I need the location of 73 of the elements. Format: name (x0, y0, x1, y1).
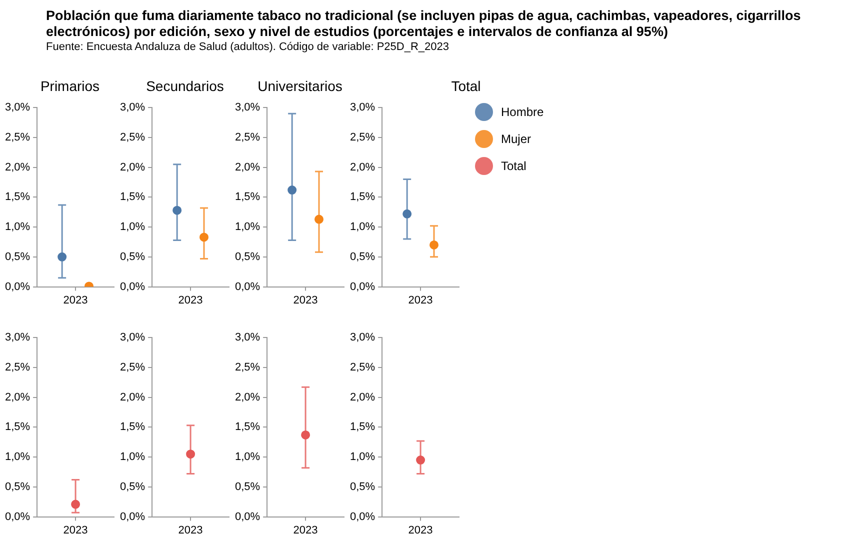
y-tick-label: 0,5% (350, 480, 376, 493)
y-tick-label: 1,0% (350, 221, 376, 234)
y-tick-label: 0,0% (234, 280, 260, 293)
y-tick-label: 1,5% (4, 421, 30, 434)
y-tick-label: 1,5% (234, 191, 260, 204)
y-tick-label: 1,0% (120, 451, 146, 464)
y-tick-label: 3,0% (4, 102, 30, 114)
legend-label: Hombre (501, 104, 544, 118)
y-tick-label: 2,0% (120, 391, 146, 404)
x-tick-label: 2023 (178, 524, 203, 536)
y-tick-label: 3,0% (120, 102, 146, 114)
x-tick-label: 2023 (63, 524, 88, 536)
y-tick-label: 3,0% (234, 102, 260, 114)
chart-title: Secundarios (145, 78, 225, 96)
y-tick-label: 2,5% (234, 132, 260, 144)
y-tick-label: 1,5% (120, 421, 146, 434)
chart-title: Universitarios (256, 78, 344, 96)
y-tick-label: 2,0% (4, 161, 30, 174)
y-tick-label: 1,0% (4, 451, 30, 464)
y-tick-label: 3,0% (234, 332, 260, 344)
y-tick-label: 0,5% (234, 480, 260, 493)
legend-label: Total (501, 158, 526, 172)
x-tick-label: 2023 (63, 294, 88, 306)
y-tick-label: 2,5% (4, 362, 30, 374)
y-tick-label: 2,5% (350, 362, 376, 374)
y-tick-label: 0,0% (234, 510, 260, 523)
x-tick-label: 2023 (408, 294, 433, 306)
y-tick-label: 0,5% (120, 250, 146, 263)
y-tick-label: 1,5% (350, 191, 376, 204)
chart-title: Primarios (39, 78, 101, 96)
y-tick-label: 1,5% (4, 191, 30, 204)
y-tick-label: 2,5% (234, 362, 260, 374)
y-tick-label: 3,0% (350, 102, 376, 114)
y-tick-label: 0,0% (350, 280, 376, 293)
y-tick-label: 2,5% (4, 132, 30, 144)
y-tick-label: 2,0% (350, 161, 376, 174)
y-tick-label: 1,0% (4, 221, 30, 234)
y-tick-label: 0,5% (350, 250, 376, 263)
y-tick-label: 1,0% (234, 451, 260, 464)
y-tick-label: 1,0% (234, 221, 260, 234)
y-tick-label: 2,0% (234, 391, 260, 404)
y-tick-label: 0,5% (120, 480, 146, 493)
text: Fuente: Encuesta Andaluza de Salud (adultos). Código de variable: P25D_R_2023 (46, 41, 450, 53)
y-tick-label: 3,0% (120, 332, 146, 344)
y-tick-label: 0,0% (350, 510, 376, 523)
x-tick-label: 2023 (408, 524, 433, 536)
y-tick-label: 2,5% (120, 132, 146, 144)
x-tick-label: 2023 (178, 294, 203, 306)
y-tick-label: 0,0% (4, 280, 30, 293)
y-tick-label: 2,5% (350, 132, 376, 144)
y-tick-label: 3,0% (350, 332, 376, 344)
y-tick-label: 0,0% (120, 510, 146, 523)
chart-title: Total (450, 78, 482, 96)
x-tick-label: 2023 (293, 524, 318, 536)
y-tick-label: 2,0% (234, 161, 260, 174)
y-tick-label: 2,0% (120, 161, 146, 174)
y-tick-label: 1,0% (120, 221, 146, 234)
y-tick-label: 0,5% (4, 250, 30, 263)
y-tick-label: 2,0% (4, 391, 30, 404)
y-tick-label: 0,5% (4, 480, 30, 493)
x-tick-label: 2023 (293, 294, 318, 306)
y-tick-label: 2,5% (120, 362, 146, 374)
text: Población que fuma diariamente tabaco no tradicional (se incluyen pipas de agua, cachimbas, vapeadores, cigarrillos electrónicos) por edición, sexo y nivel de estudios (porcentajes e intervalos de confianza al 95%) (46, 8, 802, 40)
y-tick-label: 3,0% (4, 332, 30, 344)
y-tick-label: 0,0% (4, 510, 30, 523)
y-tick-label: 1,5% (350, 421, 376, 434)
y-tick-label: 1,0% (350, 451, 376, 464)
legend-label: Mujer (501, 132, 532, 146)
y-tick-label: 2,0% (350, 391, 376, 404)
y-tick-label: 1,5% (234, 421, 260, 434)
y-tick-label: 1,5% (120, 191, 146, 204)
y-tick-label: 0,5% (234, 250, 260, 263)
y-tick-label: 0,0% (120, 280, 146, 293)
